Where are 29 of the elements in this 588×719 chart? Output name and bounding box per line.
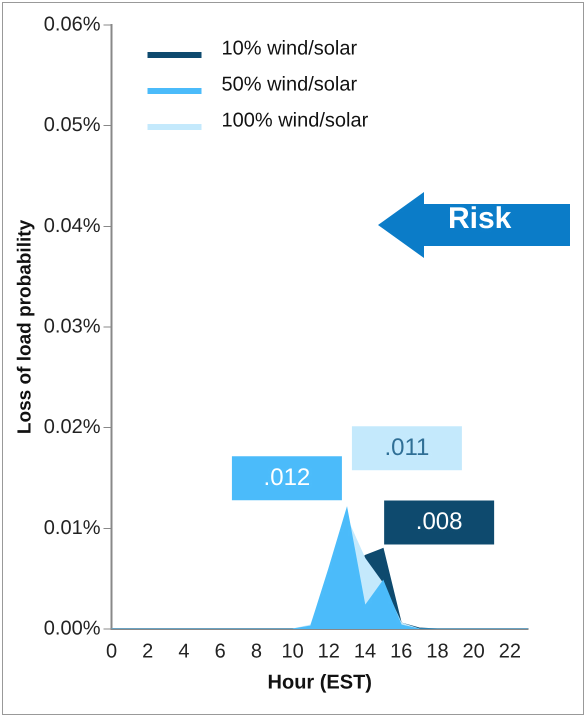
annotation: Risk: [448, 202, 512, 236]
x-tick-label: 2: [142, 640, 154, 663]
data-label: .011: [384, 434, 430, 461]
data-label: .008: [416, 508, 462, 536]
x-tick-label: 18: [426, 640, 449, 663]
y-tick-label: 0.00%: [44, 618, 101, 640]
x-tick-label: 20: [462, 640, 485, 663]
x-tick-label: 6: [214, 640, 226, 663]
x-tick-label: 0: [106, 640, 118, 663]
x-tick-label: 4: [178, 640, 190, 663]
legend-label: 100% wind/solar: [222, 110, 369, 132]
x-tick-label: 8: [250, 640, 262, 663]
x-tick-label: 16: [390, 640, 412, 663]
y-tick-label: 0.04%: [44, 214, 101, 237]
x-axis-title: Hour (EST): [268, 672, 372, 694]
legend-label: 50% wind/solar: [222, 74, 358, 96]
y-tick-label: 0.03%: [44, 316, 101, 338]
y-tick-label: 0.06%: [44, 14, 101, 36]
x-tick-label: 14: [354, 640, 376, 663]
data-label: .012: [264, 464, 310, 491]
y-tick-label: 0.02%: [44, 416, 101, 438]
x-tick-label: 10: [281, 640, 304, 663]
y-tick-label: 0.05%: [44, 114, 101, 136]
arrow-icon: Risk: [378, 192, 570, 258]
x-tick-label: 12: [318, 640, 340, 663]
y-tick-label: 0.01%: [44, 516, 101, 539]
legend-label: 10% wind/solar: [222, 38, 358, 60]
y-axis-title: Loss of load probability: [14, 219, 36, 434]
x-tick-label: 22: [498, 640, 522, 663]
